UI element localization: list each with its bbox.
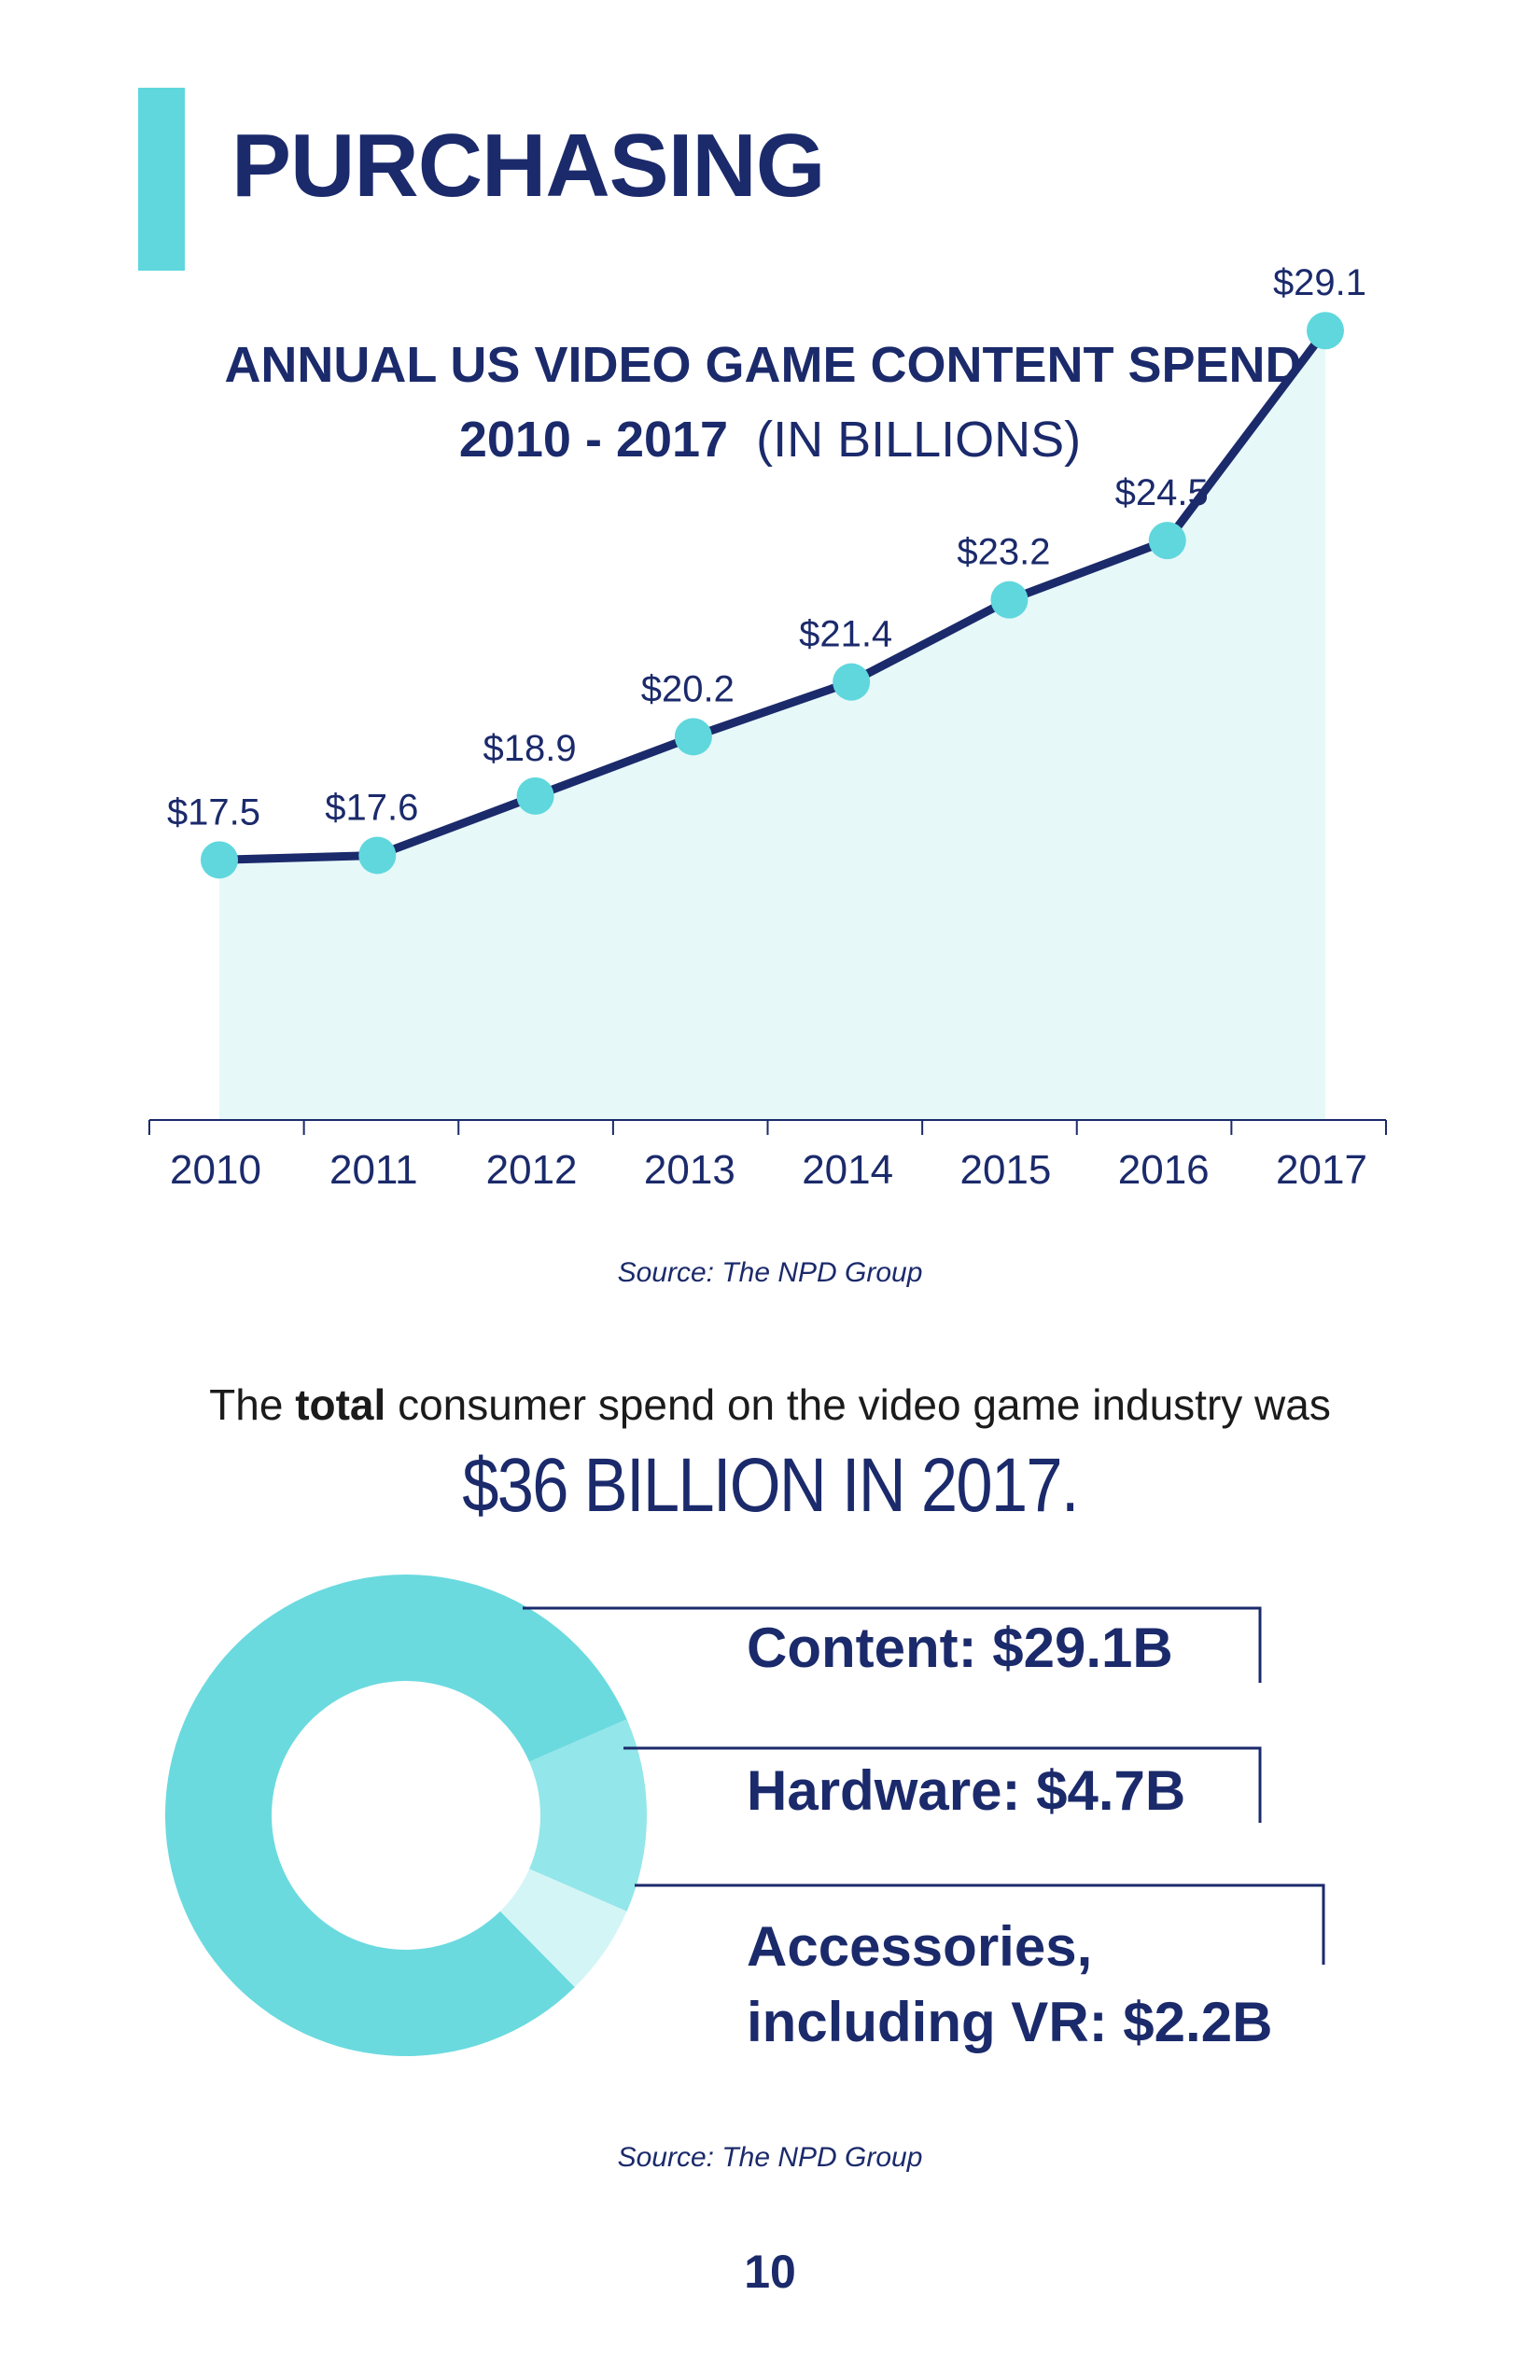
total-spend-sentence: The total consumer spend on the video ga…	[0, 1379, 1540, 1430]
data-label-2011: $17.6	[325, 787, 418, 828]
data-label-2013: $20.2	[641, 668, 735, 709]
donut-leader-lines-layer	[523, 1606, 1325, 1965]
legend-label-accessories-line1: Accessories,	[747, 1915, 1093, 1978]
line-chart-title-unit: (IN BILLIONS)	[756, 412, 1082, 468]
data-point-2012	[516, 777, 554, 815]
x-tick-label-2017: 2017	[1276, 1147, 1367, 1193]
x-tick-label-2016: 2016	[1118, 1147, 1210, 1193]
data-label-2016: $24.5	[1115, 472, 1209, 513]
x-tick-label-2010: 2010	[170, 1147, 261, 1193]
data-point-2010	[201, 841, 238, 879]
line-chart-subtitle: 2010 - 2017 (IN BILLIONS)	[0, 411, 1540, 469]
x-tick-label-2011: 2011	[329, 1147, 418, 1193]
data-point-2011	[358, 836, 397, 875]
x-tick-label-2013: 2013	[644, 1147, 735, 1193]
data-point-2013	[674, 718, 712, 756]
leader-line-content	[523, 1606, 1262, 1683]
data-label-2012: $18.9	[483, 728, 577, 769]
legend-label-accessories-line2: including VR: $2.2B	[747, 1991, 1273, 2053]
donut-slices-layer	[165, 1575, 648, 2056]
line-chart-area-layer	[219, 330, 1325, 1120]
leader-line-hardware	[623, 1746, 1262, 1823]
donut-slice-accessories-including-vr	[499, 1869, 627, 1988]
x-tick-label-2014: 2014	[802, 1147, 893, 1193]
legend-label-hardware: Hardware: $4.7B	[747, 1759, 1186, 1822]
data-label-2017: $29.1	[1273, 262, 1366, 303]
total-suffix: consumer spend on the video game industr…	[398, 1380, 1331, 1429]
total-spend-headline: $36 BILLION IN 2017.	[462, 1443, 1079, 1528]
page-title: PURCHASING	[231, 116, 825, 216]
data-label-2015: $23.2	[957, 532, 1050, 573]
total-prefix: The	[209, 1380, 284, 1429]
data-label-2014: $21.4	[799, 614, 892, 655]
x-tick-label-2015: 2015	[959, 1147, 1051, 1193]
line-chart-series-line	[215, 326, 1330, 864]
line-chart-x-axis	[148, 1119, 1387, 1135]
line-chart-series-layer	[215, 326, 1330, 864]
line-chart-source: Source: The NPD Group	[617, 1257, 923, 1288]
data-point-2014	[833, 663, 871, 701]
leader-line-accessories	[635, 1883, 1325, 1965]
donut-slice-hardware	[529, 1719, 648, 1911]
line-chart-area-fill	[219, 330, 1325, 1120]
donut-slice-content	[165, 1575, 627, 2056]
x-tick-label-2012: 2012	[486, 1147, 578, 1193]
line-chart-title-years: 2010 - 2017	[458, 412, 729, 468]
donut-chart	[165, 1575, 1325, 2056]
data-point-2015	[990, 581, 1029, 619]
data-point-2017	[1307, 312, 1344, 350]
data-label-2010: $17.5	[167, 791, 260, 833]
line-chart: $17.5 $17.6 $18.9 $20.2 $21.4 $23.2 $24.5 $29.1…	[148, 262, 1387, 1193]
line-chart-labels-layer: $17.5 $17.6 $18.9 $20.2 $21.4 $23.2 $24.5 $29.1…	[167, 262, 1367, 1193]
donut-chart-source: Source: The NPD Group	[617, 2142, 923, 2173]
line-chart-title: ANNUAL US VIDEO GAME CONTENT SPEND,	[224, 337, 1316, 393]
legend-label-accessories: Accessories, including VR: $2.2B	[747, 1909, 1272, 2060]
line-chart-points-layer	[201, 312, 1344, 879]
total-bold-word: total	[295, 1380, 386, 1429]
page-number: 10	[744, 2246, 796, 2298]
title-accent-bar	[138, 88, 185, 271]
legend-label-content: Content: $29.1B	[747, 1617, 1173, 1679]
data-point-2016	[1148, 522, 1186, 560]
